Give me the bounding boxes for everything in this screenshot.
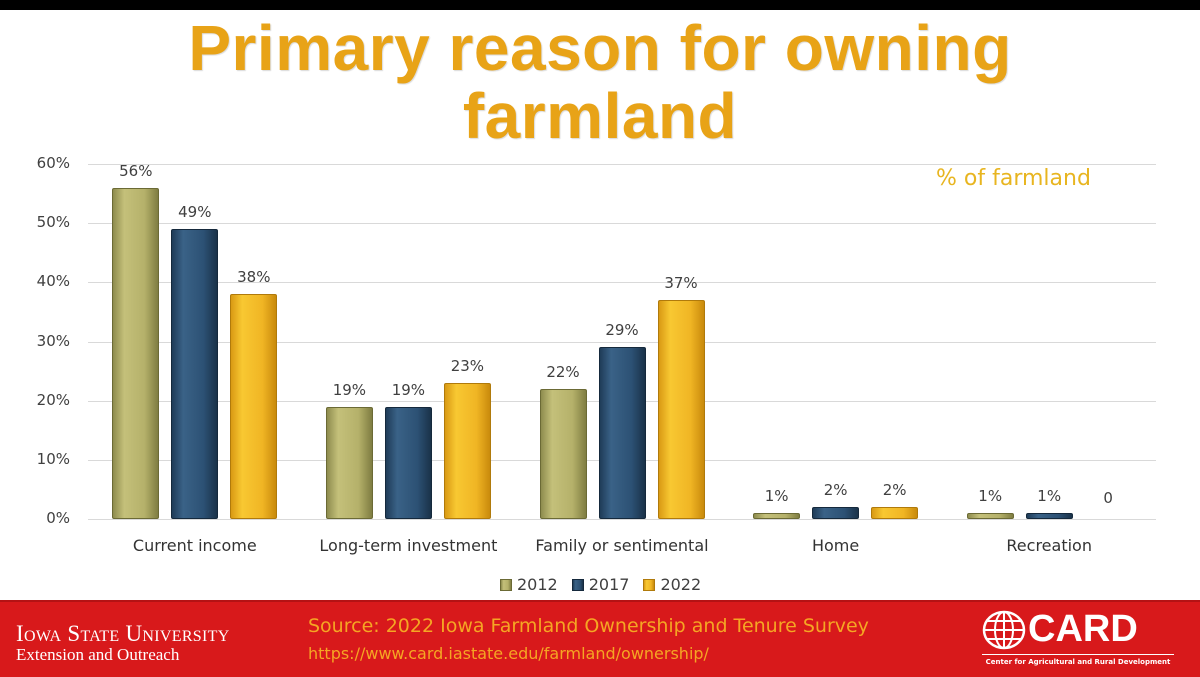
legend-label: 2017	[588, 575, 630, 594]
footer-banner: Iowa State University Extension and Outr…	[0, 600, 1200, 677]
y-tick-label: 10%	[36, 449, 70, 468]
legend-swatch-2022	[643, 578, 656, 591]
data-label: 1%	[1037, 487, 1062, 506]
bar-2012	[325, 406, 373, 519]
data-label: 2%	[882, 481, 907, 500]
gridline	[88, 282, 1156, 284]
data-label: 29%	[605, 321, 639, 340]
card-subtitle: Center for Agricultural and Rural Develo…	[985, 658, 1171, 666]
title-line-2: farmland	[462, 80, 738, 152]
y-tick-label: 20%	[36, 390, 70, 409]
plot-area: 56% 49% 38% 19% 19% 23% 22% 29% 37% 1% 2% 2% 1% 1% 0	[88, 161, 1156, 520]
bar-2012	[539, 388, 587, 519]
bar-2017	[812, 507, 860, 519]
x-axis-label: Home	[811, 536, 860, 555]
data-label: 38%	[237, 268, 271, 287]
data-label: 37%	[664, 274, 698, 293]
y-tick-label: 50%	[36, 213, 70, 232]
bar-2017	[384, 406, 432, 519]
bar-2012	[753, 513, 801, 519]
bar-2022	[657, 300, 705, 519]
y-tick-label: 30%	[36, 331, 70, 350]
bar-2017	[1025, 513, 1073, 519]
source-url[interactable]: https://www.card.iastate.edu/farmland/ow…	[308, 644, 709, 663]
y-tick-label: 40%	[36, 272, 70, 291]
gridline	[88, 223, 1156, 225]
gridline	[88, 519, 1156, 520]
legend-item-2017: 2017	[571, 575, 630, 594]
legend: 2012 2017 2022	[500, 575, 701, 594]
card-wordmark: CARD	[1028, 608, 1138, 650]
bar-2012	[966, 513, 1014, 519]
card-divider	[982, 654, 1174, 655]
gridline	[88, 164, 1156, 165]
bar-2022	[230, 294, 278, 519]
data-label: 1%	[764, 487, 789, 506]
source-text: Source: 2022 Iowa Farmland Ownership and…	[308, 615, 869, 637]
isu-logo-text: Iowa State University	[16, 621, 230, 646]
data-label: 1%	[978, 487, 1003, 506]
x-axis-label: Family or sentimental	[535, 536, 709, 555]
x-axis-label: Recreation	[1006, 536, 1092, 555]
legend-label: 2022	[660, 575, 702, 594]
top-black-bar	[0, 0, 1200, 10]
card-logo: CARD Center for Agricultural and Rural D…	[980, 608, 1176, 670]
bar-2012	[112, 187, 160, 519]
title-line-1: Primary reason for owning	[188, 12, 1012, 84]
bar-2017	[171, 229, 219, 519]
data-label: 23%	[450, 356, 485, 375]
data-label: 2%	[823, 481, 848, 500]
isu-extension-text: Extension and Outreach	[16, 645, 180, 664]
data-label: 19%	[391, 380, 426, 399]
chart-subtitle: % of farmland	[936, 166, 1091, 191]
bar-2017	[598, 347, 646, 519]
data-label: 0	[1103, 489, 1113, 507]
data-label: 49%	[178, 203, 212, 222]
x-axis-label: Long-term investment	[319, 536, 498, 555]
data-label: 22%	[546, 362, 580, 381]
gridline	[88, 341, 1156, 343]
data-label: 19%	[332, 380, 367, 399]
bar-2022	[443, 382, 491, 519]
legend-swatch-2017	[571, 578, 584, 591]
bar-2022	[871, 507, 919, 519]
legend-label: 2012	[517, 575, 558, 594]
x-axis-label: Current income	[132, 536, 257, 555]
y-tick-label: 60%	[36, 154, 70, 172]
y-tick-label: 0%	[46, 509, 70, 527]
legend-item-2022: 2022	[643, 575, 701, 594]
legend-swatch-2012	[500, 578, 512, 591]
legend-item-2012: 2012	[500, 575, 558, 594]
data-label: 56%	[119, 161, 153, 180]
chart-title: Primary reason for owning farmland	[0, 14, 1200, 150]
globe-icon	[982, 610, 1026, 650]
